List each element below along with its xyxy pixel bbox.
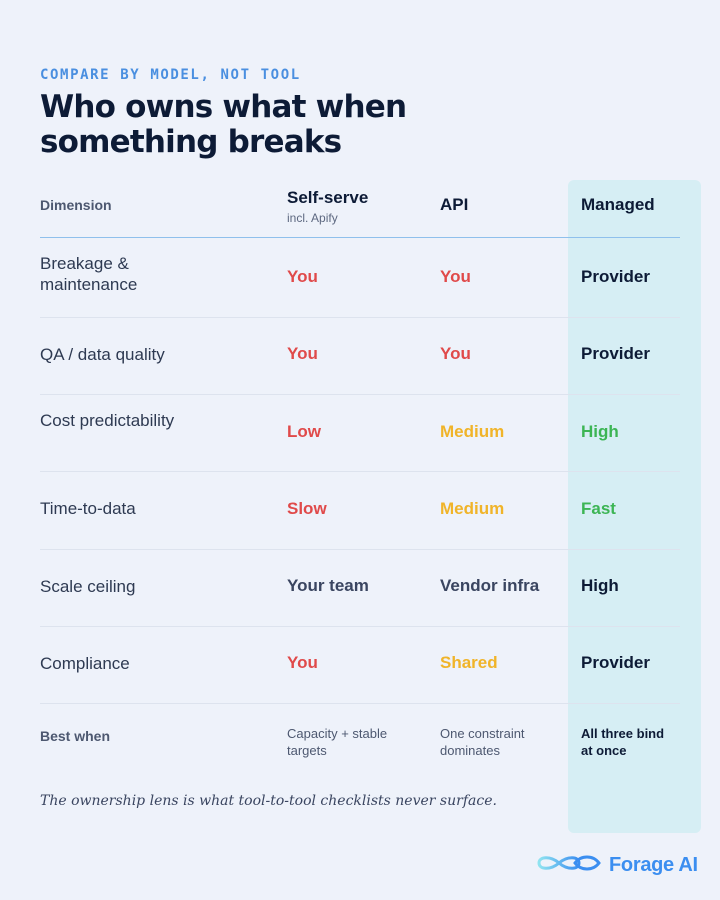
best-when-api: One constraint dominates: [440, 726, 525, 758]
row-dimension: Compliance: [40, 654, 130, 673]
row-managed-value: High: [581, 422, 619, 441]
row-divider: [40, 394, 680, 395]
header-dimension: Dimension: [40, 197, 112, 213]
row-divider: [40, 317, 680, 318]
best-when-label: Best when: [40, 728, 111, 744]
infinity-logo-icon: [535, 850, 603, 881]
row-dimension: Cost predictability: [40, 411, 175, 430]
eyebrow: COMPARE BY MODEL, NOT TOOL: [40, 67, 301, 83]
row-self-serve-value: Your team: [287, 576, 369, 595]
row-api-value: Shared: [440, 653, 498, 672]
brand-name: Forage AI: [609, 853, 698, 876]
managed-column-highlight: [568, 180, 701, 833]
row-dimension: Scale ceiling: [40, 577, 136, 596]
row-self-serve-value: You: [287, 267, 318, 286]
row-api-value: Vendor infra: [440, 576, 540, 595]
row-api-value: Medium: [440, 422, 505, 441]
header-managed: Managed: [581, 195, 655, 214]
row-divider: [40, 471, 680, 472]
row-managed-value: Provider: [581, 653, 650, 672]
brand-logo: Forage AI: [535, 851, 698, 879]
row-dimension: Time-to-data: [40, 499, 136, 518]
row-self-serve-value: Low: [287, 422, 321, 441]
row-divider: [40, 626, 680, 627]
row-self-serve-value: You: [287, 344, 318, 363]
header-api: API: [440, 195, 469, 214]
header-self-serve-sub: incl. Apify: [287, 211, 338, 225]
row-managed-value: Provider: [581, 344, 650, 363]
row-dimension: Breakage & maintenance: [40, 254, 138, 294]
row-divider: [40, 703, 680, 704]
row-divider: [40, 549, 680, 550]
row-api-value: You: [440, 344, 471, 363]
row-api-value: You: [440, 267, 471, 286]
best-when-managed: All three bind at once: [581, 726, 665, 758]
header-divider: [40, 237, 680, 238]
header-self-serve: Self-serve incl. Apify: [287, 188, 368, 225]
footnote: The ownership lens is what tool-to-tool …: [40, 793, 497, 809]
row-managed-value: Provider: [581, 267, 650, 286]
row-managed-value: Fast: [581, 499, 616, 518]
header-self-serve-label: Self-serve: [287, 188, 369, 207]
row-api-value: Medium: [440, 499, 505, 518]
row-self-serve-value: Slow: [287, 499, 327, 518]
best-when-self-serve: Capacity + stable targets: [287, 726, 388, 758]
row-dimension: QA / data quality: [40, 345, 165, 364]
page-title: Who owns what when something breaks: [40, 89, 407, 160]
row-managed-value: High: [581, 576, 619, 595]
row-self-serve-value: You: [287, 653, 318, 672]
